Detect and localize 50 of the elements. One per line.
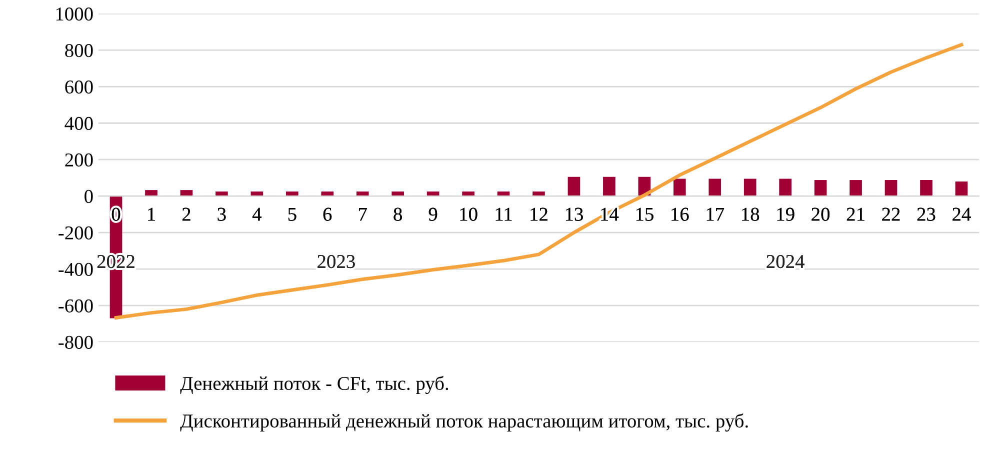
y-tick-label: 400 bbox=[64, 116, 93, 130]
x-tick-label: 16 bbox=[672, 208, 689, 221]
x-tick-label: 23 bbox=[917, 208, 936, 221]
x-tick-label: 0 bbox=[112, 208, 120, 221]
bar bbox=[708, 178, 722, 196]
bar bbox=[673, 178, 686, 196]
bar bbox=[884, 180, 898, 196]
x-tick-label: 19 bbox=[777, 208, 794, 221]
y-tick-label: -400 bbox=[58, 262, 93, 276]
x-tick-label: 5 bbox=[288, 208, 296, 221]
bar bbox=[779, 178, 792, 196]
x-tick-label: 22 bbox=[882, 208, 900, 221]
bar bbox=[814, 180, 827, 196]
x-tick-label: 18 bbox=[742, 208, 760, 221]
bar bbox=[145, 190, 158, 196]
y-tick-label: 600 bbox=[65, 80, 93, 94]
x-tick-label: 11 bbox=[496, 208, 512, 221]
x-tick-label: 17 bbox=[706, 208, 724, 221]
bar bbox=[850, 180, 862, 196]
legend-label: Денежный поток - CFt, тыс. руб. bbox=[180, 376, 448, 394]
x-tick-label: 3 bbox=[218, 208, 226, 221]
x-tick-label: 4 bbox=[252, 208, 262, 221]
annotation: 2023 bbox=[318, 254, 355, 268]
x-tick-label: 6 bbox=[323, 208, 332, 221]
x-tick-label: 12 bbox=[530, 208, 548, 221]
x-tick-label: 15 bbox=[636, 208, 654, 221]
x-tick-label: 24 bbox=[952, 208, 971, 221]
y-tick-label: 1000 bbox=[56, 7, 93, 21]
x-tick-label: 7 bbox=[359, 208, 367, 221]
y-tick-label: 200 bbox=[65, 153, 93, 167]
bar bbox=[568, 176, 580, 196]
x-tick-label: 21 bbox=[846, 208, 864, 221]
x-tick-label: 20 bbox=[812, 208, 830, 221]
x-tick-label: 2 bbox=[182, 208, 190, 221]
annotation: 2024 bbox=[766, 254, 804, 268]
y-tick-label: 800 bbox=[65, 44, 93, 58]
x-tick-label: 9 bbox=[428, 208, 438, 221]
y-tick-label: -600 bbox=[58, 299, 93, 312]
x-tick-label: 13 bbox=[566, 208, 583, 221]
legend-label: Дисконтированный денежный поток нарастающим итогом, тыс. руб. bbox=[180, 413, 748, 432]
y-tick-label: -200 bbox=[58, 226, 93, 240]
x-tick-label: 1 bbox=[148, 208, 155, 221]
x-tick-label: 8 bbox=[394, 208, 402, 221]
bar bbox=[955, 181, 968, 196]
y-tick-label: -800 bbox=[58, 336, 93, 349]
bar bbox=[744, 178, 756, 196]
bar bbox=[920, 180, 932, 196]
bar bbox=[603, 176, 616, 196]
x-tick-label: 10 bbox=[460, 208, 478, 221]
y-tick-label: 0 bbox=[84, 190, 93, 204]
